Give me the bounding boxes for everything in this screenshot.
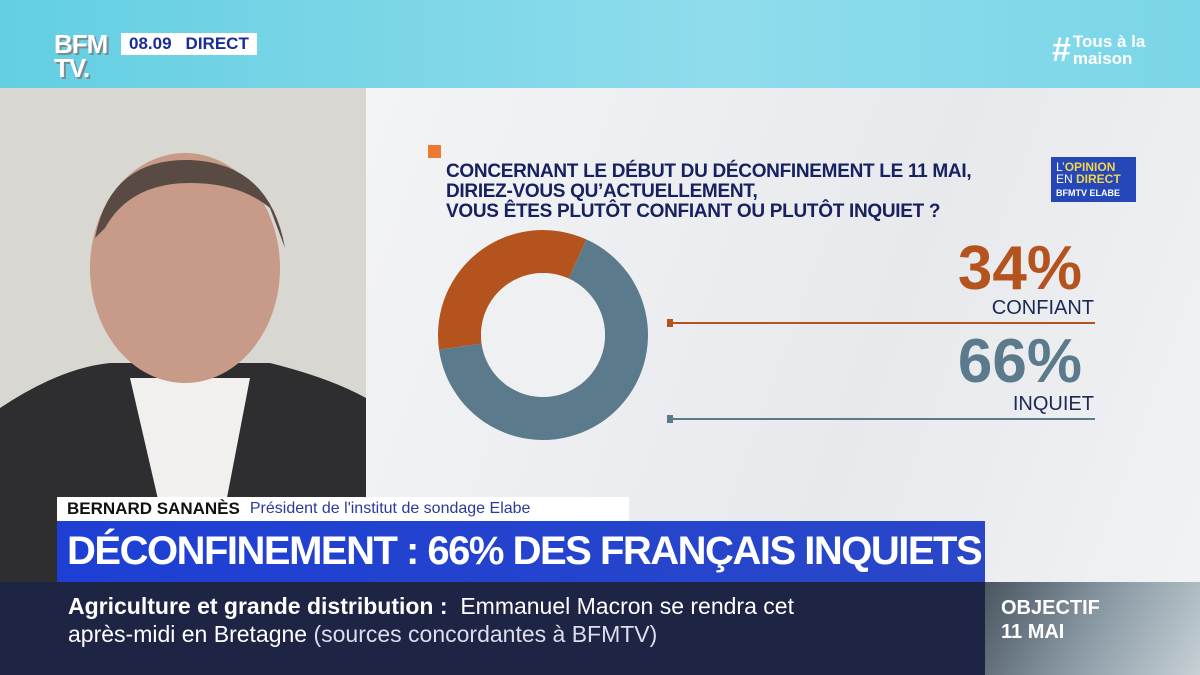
opinion-en-direct-badge: L’OPINION EN DIRECT BFMTV ELABE <box>1051 157 1136 202</box>
live-label: DIRECT <box>185 34 249 53</box>
orange-square-icon <box>428 145 441 158</box>
hashtag-line2: maison <box>1072 49 1133 68</box>
divider-confiant <box>667 319 1095 327</box>
ticker-text: après-midi en Bretagne <box>68 621 308 647</box>
promo-line1: OBJECTIF <box>1001 597 1100 619</box>
category-label-confiant: CONFIANT <box>991 297 1094 319</box>
time: 08.09 <box>129 34 172 53</box>
poll-question: CONCERNANT LE DÉBUT DU DÉCONFINEMENT LE … <box>446 162 1046 222</box>
guest-name: BERNARD SANANÈS <box>67 499 240 518</box>
name-strip: BERNARD SANANÈS Président de l'institut … <box>57 497 629 521</box>
hashtag: # Tous à la maison <box>1052 33 1145 67</box>
top-banner: BFM TV. 08.09 DIRECT # Tous à la maison <box>0 0 1200 88</box>
donut-slice-inquiet <box>439 239 648 440</box>
donut-slice-confiant <box>438 230 587 350</box>
value-label-confiant: 34% <box>957 234 1082 303</box>
donut-chart <box>438 230 648 440</box>
question-line: CONCERNANT LE DÉBUT DU DÉCONFINEMENT LE … <box>446 161 972 182</box>
bfmtv-logo: BFM TV. <box>54 29 108 83</box>
divider-inquiet <box>667 415 1095 423</box>
guest-portrait <box>0 88 366 583</box>
headline: DÉCONFINEMENT : 66% DES FRANÇAIS INQUIET… <box>57 521 985 582</box>
objectif-promo[interactable]: OBJECTIF 11 MAI <box>985 582 1200 675</box>
donut-hole <box>481 273 605 397</box>
live-clock: 08.09 DIRECT <box>121 33 257 55</box>
hashtag-line1: Tous à la <box>1072 32 1146 51</box>
guest-video <box>0 88 366 583</box>
ticker-topic: Agriculture et grande distribution <box>68 593 434 619</box>
value-label-inquiet: 66% <box>957 327 1082 396</box>
question-line: VOUS ÊTES PLUTÔT CONFIANT OU PLUTÔT INQU… <box>446 201 941 222</box>
category-label-inquiet: INQUIET <box>1012 393 1094 415</box>
promo-line2: 11 MAI <box>1001 621 1065 643</box>
ticker-text: Emmanuel Macron se rendra cet <box>460 593 794 619</box>
ticker-source: (sources concordantes à BFMTV) <box>313 621 658 647</box>
guest-role: Président de l'institut de sondage Elabe <box>249 500 531 517</box>
news-ticker: Agriculture et grande distribution : Emm… <box>0 582 985 675</box>
hash-icon: # <box>1052 31 1071 69</box>
question-line: DIRIEZ-VOUS QU’ACTUELLEMENT, <box>446 181 758 202</box>
